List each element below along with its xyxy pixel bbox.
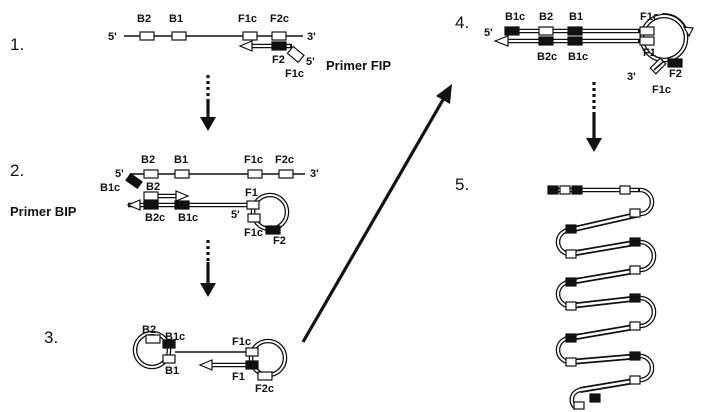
svg-text:B2c: B2c: [537, 51, 557, 63]
svg-text:F1c: F1c: [640, 11, 659, 23]
region-b1: [171, 31, 187, 41]
svg-text:F1c: F1c: [652, 84, 671, 96]
svg-text:F1c: F1c: [232, 336, 251, 348]
label-b1: B1: [169, 13, 183, 25]
step-1-label: 1.: [10, 35, 24, 54]
svg-text:B1c: B1c: [165, 331, 185, 343]
svg-text:B1c: B1c: [178, 212, 198, 224]
step-2-label: 2.: [10, 161, 24, 180]
primer-arrowhead: [238, 40, 253, 52]
svg-text:B2: B2: [539, 11, 553, 23]
region-b1c: [125, 172, 143, 190]
step-3-label: 3.: [44, 328, 58, 347]
down-arrow: [200, 117, 216, 131]
region-f1c-tail: [286, 45, 305, 64]
svg-text:5': 5': [484, 27, 493, 39]
svg-text:B1: B1: [569, 11, 583, 23]
step-3-panel: 3. B2 B1c B1 F1c F1 F2c: [44, 324, 288, 395]
svg-text:F2c: F2c: [275, 154, 294, 166]
label-f2c: F2c: [270, 13, 289, 25]
svg-text:F1: F1: [245, 187, 258, 199]
end-5prime: 5': [115, 168, 124, 180]
primer-fip-label: Primer FIP: [326, 58, 391, 73]
end-5prime: 5': [108, 31, 117, 43]
step-4-panel: 4. 5' B1c B2 B1 B2c B1c F1c F1 F2 3' F1c: [455, 11, 694, 152]
svg-text:B1c: B1c: [505, 11, 525, 23]
end-3prime: 3': [307, 31, 316, 43]
svg-text:F1c: F1c: [244, 154, 263, 166]
svg-text:5': 5': [231, 209, 240, 221]
label-b2: B2: [137, 13, 151, 25]
svg-text:B2: B2: [141, 154, 155, 166]
amplicon-concatemer: [555, 208, 657, 410]
step-4-label: 4.: [455, 13, 469, 32]
svg-text:F2: F2: [669, 68, 682, 80]
label-f1c-2: F1c: [285, 68, 304, 80]
svg-text:B1c: B1c: [100, 182, 120, 194]
svg-text:B1: B1: [174, 154, 188, 166]
label-f2: F2: [272, 54, 285, 66]
step-2-panel: 2. 5' B2 B1 F1c F2c 3' B1c B2 Primer BIP…: [10, 154, 319, 297]
end-5prime-fip: 5': [306, 56, 315, 68]
svg-text:B1c: B1c: [568, 51, 588, 63]
svg-text:B2c: B2c: [145, 212, 165, 224]
svg-text:F2: F2: [273, 235, 286, 247]
region-f1c: [242, 31, 258, 41]
primer-bip-label: Primer BIP: [10, 204, 77, 219]
end-3prime: 3': [310, 168, 319, 180]
step-5-panel: 5.: [455, 175, 657, 410]
diagonal-arrow: [301, 97, 446, 343]
svg-text:F2c: F2c: [255, 383, 274, 395]
step-5-label: 5.: [455, 175, 469, 194]
svg-text:B1: B1: [165, 365, 179, 377]
svg-text:F1: F1: [232, 371, 245, 383]
region-b2: [139, 31, 155, 41]
down-arrow: [586, 138, 602, 152]
region-f2c: [271, 31, 287, 41]
down-arrow: [200, 283, 216, 297]
svg-text:F1c: F1c: [244, 227, 263, 239]
svg-text:B2: B2: [142, 324, 156, 336]
svg-text:F1: F1: [643, 47, 656, 59]
step-1-panel: 1. B2 B1 F1c F2c 5' 3' F2 F1c 5' Primer …: [10, 13, 391, 131]
label-f1c: F1c: [238, 13, 257, 25]
svg-text:3': 3': [627, 71, 636, 83]
region-f2: [271, 41, 287, 51]
svg-text:B2: B2: [146, 181, 160, 193]
